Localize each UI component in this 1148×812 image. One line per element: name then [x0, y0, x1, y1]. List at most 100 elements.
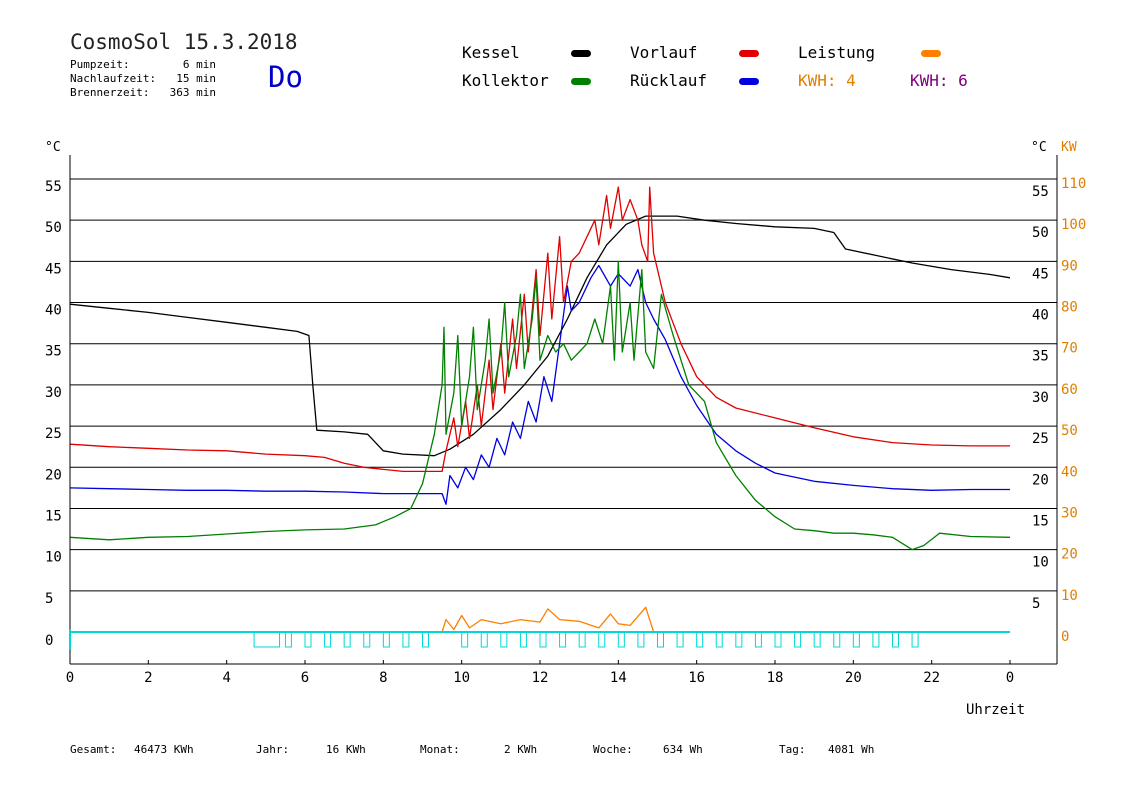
x-tick-label: 4: [222, 670, 230, 686]
info-brennerzeit: Brennerzeit: 363 min: [70, 86, 216, 99]
info-label: Pumpzeit:: [70, 58, 130, 71]
y-tick-label-right: 35: [1032, 349, 1049, 365]
x-tick-label: 22: [923, 670, 940, 686]
info-value: 15 min: [176, 72, 216, 85]
y-tick-label-right: 5: [1032, 596, 1040, 612]
legend-swatch-leistung: [921, 50, 941, 57]
y-axis-unit-kw: KW: [1061, 140, 1077, 155]
weekday-label: Do: [268, 60, 303, 94]
y-tick-label-kw: 50: [1061, 423, 1078, 439]
y-tick-label-left: 30: [45, 385, 62, 401]
pump-segment: [735, 631, 743, 648]
x-tick-label: 20: [845, 670, 862, 686]
pump-segment: [813, 631, 821, 648]
y-tick-label-left: 0: [45, 633, 53, 649]
y-tick-label-left: 15: [45, 508, 62, 524]
pump-segment: [343, 631, 351, 648]
y-tick-label-left: 45: [45, 261, 62, 277]
y-tick-label-kw: 40: [1061, 464, 1078, 480]
y-tick-label-kw: 90: [1061, 258, 1078, 274]
pump-segment: [598, 631, 606, 648]
info-label: Brennerzeit:: [70, 86, 150, 99]
footer-value: 2 KWh: [504, 743, 538, 756]
pump-segment: [422, 631, 429, 648]
chart-title: CosmoSol 15.3.2018: [70, 30, 298, 54]
y-tick-label-left: 55: [45, 179, 62, 195]
y-tick-label-kw: 60: [1061, 382, 1078, 398]
series-line-vorlauf: [69, 186, 1010, 473]
y-tick-label-kw: 20: [1061, 547, 1078, 563]
y-tick-label-kw: 30: [1061, 505, 1078, 521]
axes: [69, 155, 1058, 665]
legend-kwh-purple: KWH: 6: [910, 71, 968, 90]
footer-label: Tag:: [779, 743, 806, 756]
pump-segment: [872, 631, 880, 648]
y-tick-label-right: 50: [1032, 225, 1049, 241]
pump-activity-strip: [253, 631, 919, 648]
x-tick-label: 14: [610, 670, 627, 686]
x-tick-label: 2: [144, 670, 152, 686]
legend-item-kollektor: Kollektor: [462, 71, 549, 90]
y-tick-label-left: 5: [45, 591, 53, 607]
pump-segment: [637, 631, 645, 648]
y-tick-label-right: 45: [1032, 266, 1049, 282]
y-tick-label-right: 40: [1032, 308, 1049, 324]
pump-segment: [617, 631, 625, 648]
footer-jahr: Jahr: 16 KWh: [256, 743, 366, 756]
legend-swatch-ruecklauf: [739, 78, 759, 85]
pump-segment: [852, 631, 860, 648]
footer-tag: Tag: 4081 Wh: [779, 743, 874, 756]
legend-item-ruecklauf: Rücklauf: [630, 71, 708, 90]
footer-value: 46473 KWh: [134, 743, 194, 756]
pump-segment: [657, 631, 664, 648]
pump-segment: [284, 631, 292, 648]
info-nachlaufzeit: Nachlaufzeit: 15 min: [70, 72, 216, 85]
legend-swatch-kessel: [571, 50, 591, 57]
x-tick-label: 12: [532, 670, 549, 686]
footer-value: 16 KWh: [326, 743, 366, 756]
y-tick-label-kw: 10: [1061, 588, 1078, 604]
footer-value: 4081 Wh: [828, 743, 875, 756]
footer-gesamt: Gesamt: 46473 KWh: [70, 743, 194, 756]
y-tick-label-kw: 70: [1061, 341, 1078, 357]
footer-label: Woche:: [593, 743, 633, 756]
y-tick-label-right: 30: [1032, 390, 1049, 406]
axis-labels: 0 2 4 6 8 10 12 14 16 18 20 22 005101520253035404550…: [45, 140, 1086, 718]
footer-value: 634 Wh: [663, 743, 703, 756]
x-tick-label: 0: [1006, 670, 1014, 686]
legend-item-kessel: Kessel: [462, 43, 520, 62]
pump-segment: [382, 631, 390, 648]
grid-lines: [70, 178, 1057, 592]
pump-segment: [754, 631, 762, 648]
x-tick-label: 0: [66, 670, 74, 686]
y-tick-label-kw: 100: [1061, 217, 1086, 233]
pump-segment: [774, 631, 782, 648]
footer-woche: Woche: 634 Wh: [593, 743, 703, 756]
y-tick-label-right: 20: [1032, 472, 1049, 488]
pump-segment: [696, 631, 704, 648]
pump-segment: [833, 631, 841, 648]
pump-segment: [578, 631, 586, 648]
pump-segment: [253, 631, 281, 648]
footer-label: Jahr:: [256, 743, 290, 756]
y-tick-label-right: 10: [1032, 555, 1049, 571]
series-line-leistung: [441, 606, 655, 633]
y-tick-label-left: 40: [45, 303, 62, 319]
x-tick-label: 6: [301, 670, 309, 686]
footer-monat: Monat: 2 KWh: [420, 743, 537, 756]
pump-segment: [324, 631, 332, 648]
footer-label: Monat:: [420, 743, 460, 756]
y-tick-label-kw: 80: [1061, 300, 1078, 316]
pump-segment: [911, 631, 919, 648]
series-line-kessel: [69, 215, 1011, 457]
x-tick-label: 18: [767, 670, 784, 686]
info-value: 363 min: [169, 86, 216, 99]
legend-swatch-vorlauf: [739, 50, 759, 57]
y-tick-label-kw: 110: [1061, 176, 1086, 192]
y-axis-unit-left: °C: [45, 140, 61, 155]
pump-segment: [461, 631, 469, 648]
pump-segment: [559, 631, 567, 648]
pump-segment: [539, 631, 547, 648]
pump-segment: [519, 631, 527, 648]
info-pumpzeit: Pumpzeit: 6 min: [70, 58, 216, 71]
